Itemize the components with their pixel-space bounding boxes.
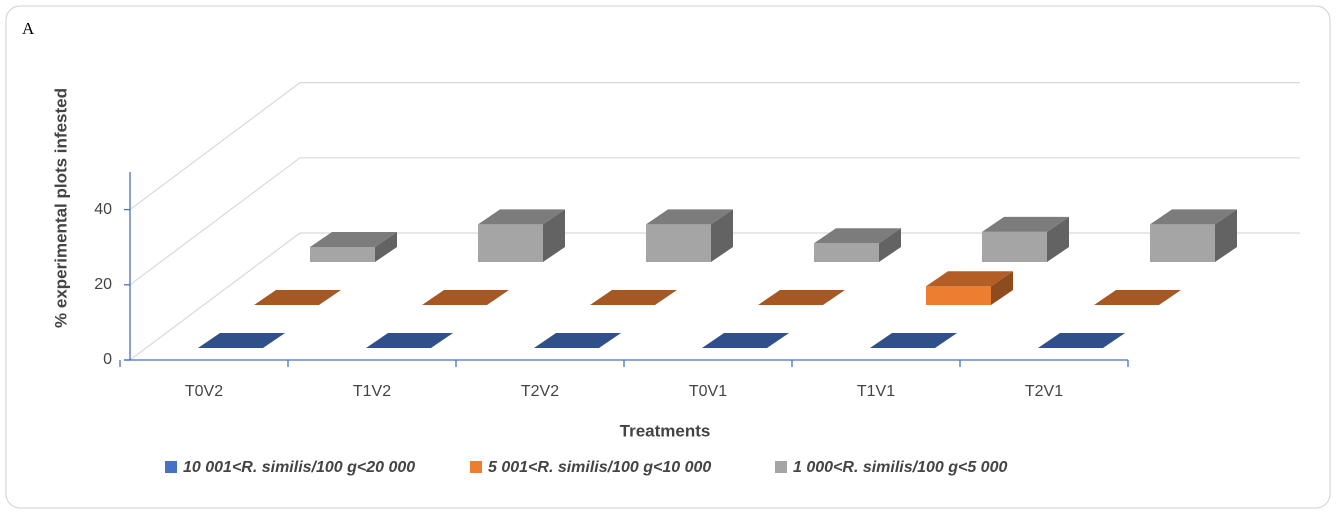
bar-top [1094,290,1181,305]
y-tick-label: 0 [103,351,112,368]
bar-top [982,216,1069,232]
bar-top [1038,333,1125,348]
bar-front [310,246,375,262]
bar-top [814,228,901,244]
bar-side [991,271,1013,305]
grid [129,81,1300,361]
bar-top [926,271,1013,287]
bar-top [758,290,845,305]
bar [646,209,733,262]
x-axis-label: Treatments [620,421,711,440]
bar-front [926,286,991,305]
bar-side [711,209,733,262]
legend-label: 10 001<R. similis/100 g<20 000 [183,459,415,476]
bar-side [1047,216,1069,262]
bar-top [870,333,957,348]
x-tick-label: T2V2 [521,383,559,400]
grid-line [129,81,1300,211]
bar-front [982,231,1047,262]
axes: 0 20 40 T0V2 T1V2 T2V2 T0V1 T1V1 T2V1 [94,172,1129,400]
bar-side [375,231,397,262]
legend-swatch [775,461,787,473]
legend-label: 5 001<R. similis/100 g<10 000 [488,459,711,476]
bar [982,216,1069,262]
bar [310,231,397,262]
x-tick-label: T0V1 [689,383,727,400]
bar [814,228,901,262]
bar-top [422,290,509,305]
legend-swatch [470,461,482,473]
bar-top [366,333,453,348]
bar-top [1150,209,1237,225]
bar-front [646,224,711,262]
bars [198,209,1237,348]
bar-top [198,333,285,348]
bar-top [534,333,621,348]
legend: 10 001<R. similis/100 g<20 000 5 001<R. s… [165,459,1007,476]
y-tick-label: 20 [94,276,112,293]
x-tick-label: T1V1 [857,383,895,400]
x-tick-label: T1V2 [353,383,391,400]
x-tick-label: T2V1 [1025,383,1063,400]
legend-label: 1 000<R. similis/100 g<5 000 [793,459,1007,476]
bar [758,290,845,305]
bar [1150,209,1237,262]
bar-side [879,228,901,262]
bar-side [1215,209,1237,262]
bar [534,333,621,348]
bar-front [478,224,543,262]
bar-top [478,209,565,225]
bar [702,333,789,348]
y-axis-label: % experimental plots infested [51,88,70,328]
x-tick-label: T0V2 [185,383,223,400]
bar-top [254,290,341,305]
bar-top [590,290,677,305]
legend-swatch [165,461,177,473]
bar-top [310,231,397,247]
bar [198,333,285,348]
grid-line [129,232,1300,361]
panel-label: A [22,19,35,38]
bar [1094,290,1181,305]
bar [254,290,341,305]
bar-side [543,209,565,262]
bar [926,271,1013,305]
bar-front [1150,224,1215,262]
bar [478,209,565,262]
y-tick-label: 40 [94,201,112,218]
bar [422,290,509,305]
bar-top [702,333,789,348]
bar-top [646,209,733,225]
bar [1038,333,1125,348]
bar [870,333,957,348]
bar [590,290,677,305]
bar [366,333,453,348]
grid-line [129,157,1300,286]
bar-front [814,243,879,262]
